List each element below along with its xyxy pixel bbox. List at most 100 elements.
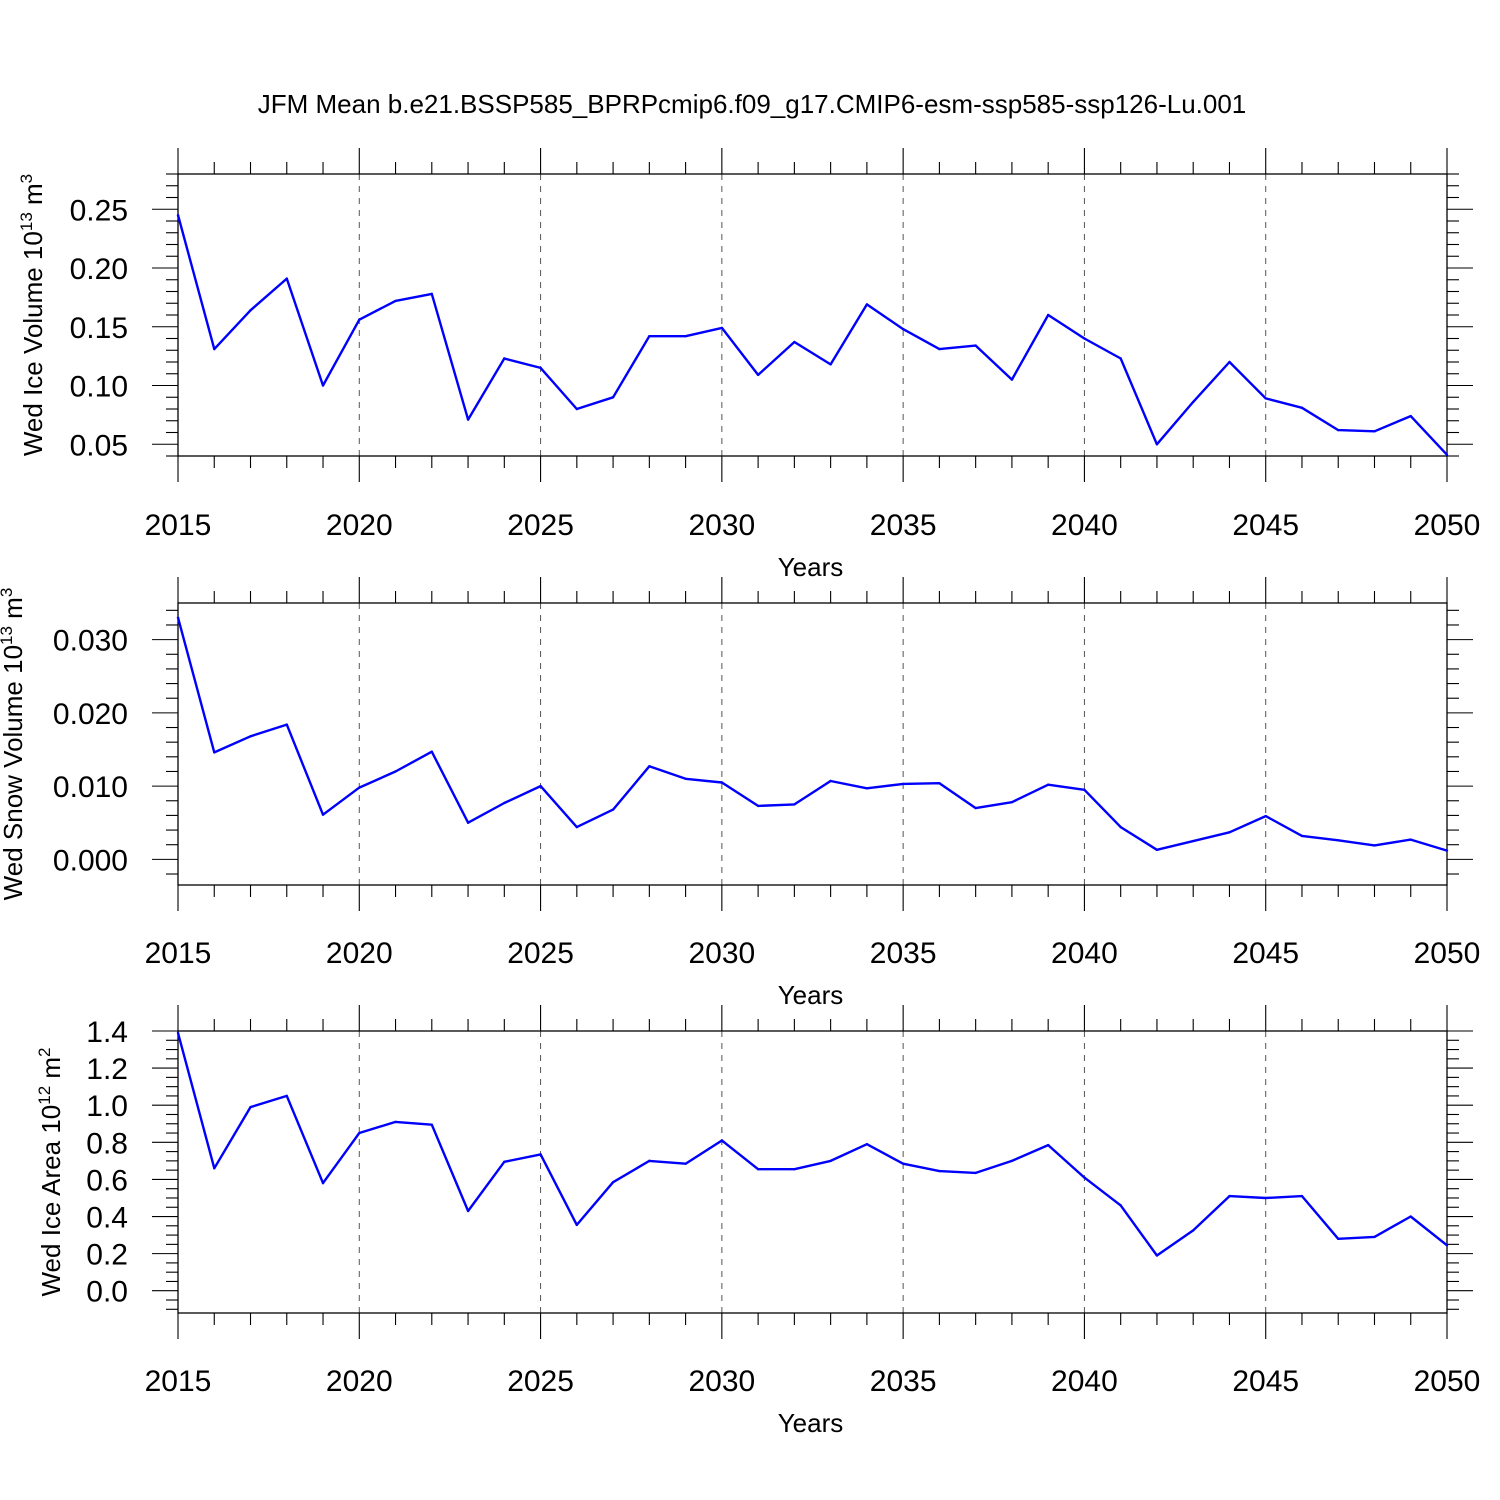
- data-point: [1155, 443, 1159, 446]
- data-point: [829, 363, 832, 366]
- data-point: [1083, 788, 1086, 791]
- data-point: [466, 1209, 470, 1213]
- data-point: [1300, 1194, 1304, 1198]
- data-point: [611, 396, 615, 399]
- data-point: [1192, 1229, 1195, 1232]
- data-point: [1228, 360, 1231, 364]
- data-point: [1373, 844, 1376, 847]
- x-tick-label: 2020: [326, 937, 393, 970]
- data-point: [176, 1031, 180, 1035]
- data-point: [829, 779, 832, 783]
- data-point: [1010, 801, 1014, 804]
- x-tick-label: 2040: [1051, 1365, 1118, 1398]
- y-tick-label: 0.0: [86, 1276, 128, 1309]
- series-line: [176, 1032, 1448, 1257]
- y-tick-label: 0.4: [86, 1202, 128, 1235]
- data-point: [684, 334, 687, 338]
- data-point: [865, 1142, 869, 1146]
- data-point: [865, 303, 869, 306]
- y-tick-label: 0.000: [53, 844, 128, 877]
- y-axis-title: Wed Ice Volume 1013 m3: [17, 174, 48, 456]
- data-point: [575, 1223, 579, 1227]
- data-point: [648, 334, 651, 338]
- data-point: [249, 1105, 252, 1109]
- data-point: [176, 616, 180, 619]
- plot-frame: [177, 1030, 1448, 1314]
- plot-frame: [177, 602, 1448, 886]
- data-point: [430, 750, 433, 753]
- data-point: [1046, 783, 1050, 786]
- data-point: [1083, 337, 1086, 340]
- data-point: [684, 777, 687, 780]
- data-point: [1373, 430, 1376, 433]
- data-point: [865, 787, 869, 790]
- data-point: [249, 735, 252, 738]
- data-point: [249, 309, 252, 312]
- x-tick-label: 2035: [870, 937, 937, 970]
- data-point: [213, 1167, 216, 1170]
- data-point: [901, 327, 905, 331]
- data-point: [539, 784, 542, 788]
- series-line: [176, 214, 1448, 456]
- data-point: [1119, 357, 1122, 360]
- data-point: [176, 213, 180, 217]
- data-point: [1228, 1194, 1231, 1198]
- data-point: [1264, 1196, 1267, 1200]
- x-tick-label: 2030: [688, 937, 755, 970]
- x-tick-label: 2040: [1051, 937, 1118, 970]
- data-point: [358, 318, 361, 321]
- data-point: [611, 808, 615, 811]
- data-point: [611, 1181, 615, 1184]
- y-tick-label: 0.05: [70, 429, 128, 462]
- data-point: [1409, 838, 1412, 841]
- x-tick-label: 2015: [145, 509, 212, 542]
- x-tick-label: 2015: [145, 1365, 212, 1398]
- y-tick-label: 0.6: [86, 1164, 128, 1197]
- x-tick-label: 2025: [507, 937, 574, 970]
- x-tick-label: 2040: [1051, 509, 1118, 542]
- x-tick-label: 2020: [326, 1365, 393, 1398]
- y-tick-label: 0.15: [70, 312, 128, 345]
- data-point: [1192, 400, 1195, 404]
- y-tick-label: 0.020: [53, 698, 128, 731]
- data-point: [648, 1159, 651, 1163]
- x-tick-label: 2015: [145, 937, 212, 970]
- data-point: [285, 1094, 288, 1098]
- data-point: [829, 1159, 832, 1163]
- data-point: [720, 781, 724, 784]
- data-point: [575, 407, 579, 411]
- data-point: [1046, 313, 1050, 317]
- data-point: [720, 326, 724, 330]
- x-tick-label: 2020: [326, 509, 393, 542]
- y-tick-label: 0.030: [53, 625, 128, 658]
- data-point: [1300, 834, 1304, 838]
- x-tick-label: 2025: [507, 1365, 574, 1398]
- data-point: [720, 1139, 724, 1142]
- data-point: [756, 1168, 760, 1171]
- x-tick-label: 2035: [870, 1365, 937, 1398]
- data-point: [285, 277, 288, 280]
- y-tick-label: 0.2: [86, 1239, 128, 1272]
- x-tick-label: 2035: [870, 509, 937, 542]
- y-tick-label: 0.010: [53, 771, 128, 804]
- x-tick-label: 2030: [688, 509, 755, 542]
- y-tick-label: 1.2: [86, 1053, 128, 1086]
- data-point: [938, 781, 941, 785]
- data-point: [466, 821, 470, 824]
- y-axis-title: Wed Ice Area 1012 m2: [35, 1047, 66, 1296]
- x-tick-label: 2030: [688, 1365, 755, 1398]
- figure-title: JFM Mean b.e21.BSSP585_BPRPcmip6.f09_g17…: [258, 89, 1247, 119]
- data-point: [1445, 1244, 1449, 1247]
- data-point: [974, 806, 977, 810]
- x-tick-label: 2045: [1232, 1365, 1299, 1398]
- panel-snow-volume: 0.000 0.010 0.020 0.030 2015 2020 2025 2030 2035…: [0, 577, 1480, 1010]
- data-point: [394, 1120, 397, 1124]
- data-point: [1445, 849, 1449, 852]
- data-point: [756, 373, 760, 377]
- data-point: [394, 299, 397, 303]
- data-point: [430, 292, 433, 296]
- data-point: [321, 813, 325, 816]
- data-point: [1119, 1204, 1122, 1207]
- data-point: [503, 357, 506, 360]
